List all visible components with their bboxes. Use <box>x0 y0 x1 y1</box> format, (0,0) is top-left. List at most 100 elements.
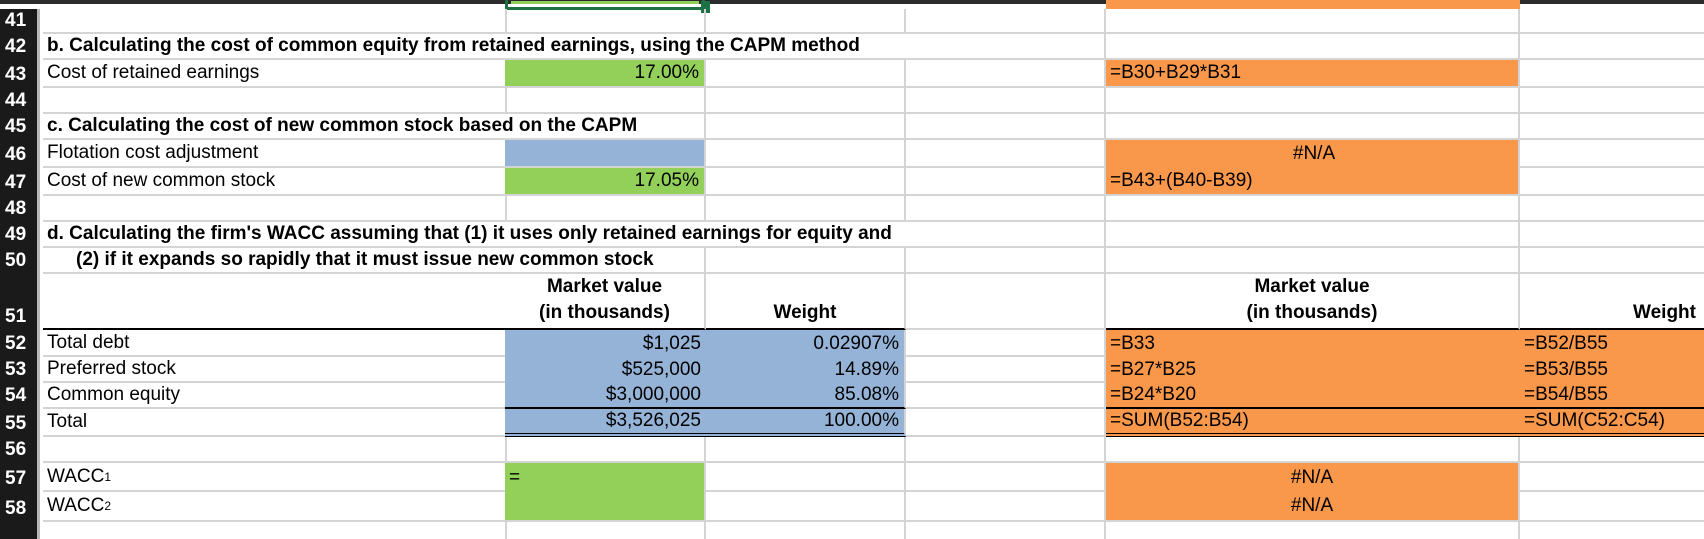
cell-F44[interactable] <box>1520 88 1704 114</box>
cell-B41[interactable] <box>505 9 706 34</box>
cell-F53-formula[interactable]: =B53/B55 <box>1520 357 1704 383</box>
cell-E50[interactable] <box>1106 248 1520 274</box>
cell-C58[interactable] <box>706 492 906 522</box>
cell-E43-formula[interactable]: =B30+B29*B31 <box>1106 60 1520 88</box>
cell-E41[interactable] <box>1106 9 1520 34</box>
cell-C43[interactable] <box>706 60 906 88</box>
cell-E47-formula[interactable]: =B43+(B40-B39) <box>1106 168 1520 196</box>
row-header[interactable]: 44 <box>0 88 40 114</box>
cell-E49[interactable] <box>1106 222 1520 248</box>
cell-F45[interactable] <box>1520 114 1704 140</box>
row-header[interactable]: 51 <box>0 274 40 330</box>
header-market-value[interactable]: Market value (in thousands) <box>505 274 706 330</box>
header-weight-formula[interactable]: Weight <box>1520 274 1704 330</box>
cell-D55[interactable] <box>906 409 1106 437</box>
cell-F57[interactable] <box>1520 463 1704 492</box>
row-header[interactable] <box>0 522 40 539</box>
cell-C53-weight-preferred[interactable]: 14.89% <box>706 357 906 383</box>
cell-F56[interactable] <box>1520 437 1704 463</box>
label-cost-retained-earnings[interactable]: Cost of retained earnings <box>43 60 505 88</box>
row-header[interactable]: 57 <box>0 463 40 492</box>
input-B52-total-debt[interactable]: $1,025 <box>505 330 706 357</box>
cell-B48[interactable] <box>505 196 706 222</box>
cell-F50[interactable] <box>1520 248 1704 274</box>
cell-F55-formula[interactable]: =SUM(C52:C54) <box>1520 409 1704 437</box>
cell-C45[interactable] <box>706 114 906 140</box>
cell-F46[interactable] <box>1520 140 1704 168</box>
cell-D45[interactable] <box>906 114 1106 140</box>
section-d-heading-line1[interactable]: d. Calculating the firm's WACC assuming … <box>43 222 1106 248</box>
cell-A56[interactable] <box>43 437 505 463</box>
cell-D48[interactable] <box>906 196 1106 222</box>
cell-E53-formula[interactable]: =B27*B25 <box>1106 357 1520 383</box>
cell-F41[interactable] <box>1520 9 1704 34</box>
cell-E59[interactable] <box>1106 522 1520 539</box>
cell-D50[interactable] <box>906 248 1106 274</box>
cell-D47[interactable] <box>906 168 1106 196</box>
cell-A41[interactable] <box>43 9 505 34</box>
cell-D59[interactable] <box>906 522 1106 539</box>
cell-A44[interactable] <box>43 88 505 114</box>
row-header[interactable]: 52 <box>0 330 40 357</box>
cell-F49[interactable] <box>1520 222 1704 248</box>
row-header[interactable]: 56 <box>0 437 40 463</box>
label-common-equity[interactable]: Common equity <box>43 383 505 409</box>
cell-A51[interactable] <box>43 274 505 330</box>
cell-E44[interactable] <box>1106 88 1520 114</box>
cell-F47[interactable] <box>1520 168 1704 196</box>
cell-A48[interactable] <box>43 196 505 222</box>
cell-C59[interactable] <box>706 522 906 539</box>
cell-E56[interactable] <box>1106 437 1520 463</box>
input-B46-flotation-cost[interactable] <box>505 140 706 168</box>
header-weight[interactable]: Weight <box>706 274 906 330</box>
cell-C56[interactable] <box>706 437 906 463</box>
section-d-heading-line2[interactable]: (2) if it expands so rapidly that it mus… <box>43 248 706 274</box>
cell-B47-cost-new-common-stock[interactable]: 17.05% <box>505 168 706 196</box>
cell-C52-weight-debt[interactable]: 0.02907% <box>706 330 906 357</box>
row-header[interactable]: 58 <box>0 492 40 522</box>
cell-E54-formula[interactable]: =B24*B20 <box>1106 383 1520 409</box>
cell-D41[interactable] <box>906 9 1106 34</box>
cell-E45[interactable] <box>1106 114 1520 140</box>
row-header[interactable]: 43 <box>0 60 40 88</box>
row-header[interactable]: 50 <box>0 248 40 274</box>
cell-C57[interactable] <box>706 463 906 492</box>
cell-C46[interactable] <box>706 140 906 168</box>
label-total[interactable]: Total <box>43 409 505 437</box>
cell-E46-error[interactable]: #N/A <box>1106 140 1520 168</box>
label-preferred-stock[interactable]: Preferred stock <box>43 357 505 383</box>
cell-D58[interactable] <box>906 492 1106 522</box>
input-B54-common-equity[interactable]: $3,000,000 <box>505 383 706 409</box>
label-cost-new-common-stock[interactable]: Cost of new common stock <box>43 168 505 196</box>
fill-handle[interactable] <box>701 1 710 13</box>
cell-B59[interactable] <box>505 522 706 539</box>
cell-B57-wacc1[interactable]: = <box>505 463 706 492</box>
cell-F42[interactable] <box>1520 34 1704 60</box>
cell-E57-error[interactable]: #N/A <box>1106 463 1520 492</box>
cell-C44[interactable] <box>706 88 906 114</box>
cell-D46[interactable] <box>906 140 1106 168</box>
cell-F48[interactable] <box>1520 196 1704 222</box>
row-header[interactable]: 42 <box>0 34 40 60</box>
cell-C48[interactable] <box>706 196 906 222</box>
cell-D51[interactable] <box>906 274 1106 330</box>
cell-F58[interactable] <box>1520 492 1704 522</box>
cell-C41[interactable] <box>706 9 906 34</box>
cell-C47[interactable] <box>706 168 906 196</box>
label-wacc2[interactable]: WACC 2 <box>43 492 505 522</box>
row-header[interactable]: 47 <box>0 168 40 196</box>
cell-B58-wacc2[interactable] <box>505 492 706 522</box>
cell-E58-error[interactable]: #N/A <box>1106 492 1520 522</box>
row-header[interactable]: 54 <box>0 383 40 409</box>
row-header[interactable]: 55 <box>0 409 40 437</box>
row-header[interactable]: 45 <box>0 114 40 140</box>
input-B53-preferred-stock[interactable]: $525,000 <box>505 357 706 383</box>
cell-D52[interactable] <box>906 330 1106 357</box>
header-market-value-formula[interactable]: Market value (in thousands) <box>1106 274 1520 330</box>
row-header[interactable]: 41 <box>0 9 40 34</box>
cell-F52-formula[interactable]: =B52/B55 <box>1520 330 1704 357</box>
cell-D56[interactable] <box>906 437 1106 463</box>
section-c-heading[interactable]: c. Calculating the cost of new common st… <box>43 114 706 140</box>
cell-E48[interactable] <box>1106 196 1520 222</box>
cell-E55-formula[interactable]: =SUM(B52:B54) <box>1106 409 1520 437</box>
